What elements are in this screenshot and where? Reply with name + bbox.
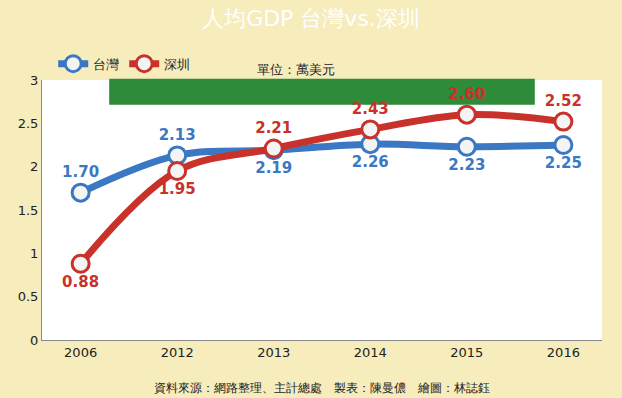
svg-text:2012: 2012 — [161, 345, 194, 360]
svg-text:2006: 2006 — [64, 345, 97, 360]
svg-text:2.13: 2.13 — [159, 126, 196, 144]
svg-text:2.5: 2.5 — [18, 116, 39, 131]
svg-text:2.52: 2.52 — [545, 92, 582, 110]
svg-text:1: 1 — [30, 246, 38, 261]
svg-text:2.43: 2.43 — [352, 100, 389, 118]
svg-text:2015: 2015 — [450, 345, 483, 360]
svg-text:2016: 2016 — [547, 345, 580, 360]
svg-text:0.5: 0.5 — [18, 289, 39, 304]
svg-text:人均GDP 台灣vs.深圳: 人均GDP 台灣vs.深圳 — [202, 6, 420, 31]
svg-text:0.88: 0.88 — [62, 273, 99, 291]
svg-text:1.70: 1.70 — [62, 163, 99, 181]
svg-text:2.21: 2.21 — [255, 119, 292, 137]
svg-text:2.23: 2.23 — [448, 156, 485, 174]
svg-text:2.26: 2.26 — [352, 153, 389, 171]
svg-text:深圳: 深圳 — [164, 57, 190, 72]
svg-text:資料來源：網路整理、主計總處 製表：陳曼儂 繪圖：林誌鈺: 資料來源：網路整理、主計總處 製表：陳曼儂 繪圖：林誌鈺 — [154, 381, 490, 395]
svg-text:1.95: 1.95 — [159, 180, 196, 198]
svg-text:2.19: 2.19 — [255, 159, 292, 177]
svg-text:2.60: 2.60 — [448, 85, 485, 103]
svg-text:0: 0 — [30, 333, 38, 348]
svg-text:3: 3 — [30, 73, 38, 88]
svg-text:2014: 2014 — [354, 345, 387, 360]
svg-text:1.5: 1.5 — [18, 203, 39, 218]
svg-text:單位：萬美元: 單位：萬美元 — [257, 62, 335, 77]
svg-text:2.25: 2.25 — [545, 154, 582, 172]
svg-text:台灣: 台灣 — [93, 57, 119, 72]
svg-text:2: 2 — [30, 159, 38, 174]
svg-text:2013: 2013 — [257, 345, 290, 360]
